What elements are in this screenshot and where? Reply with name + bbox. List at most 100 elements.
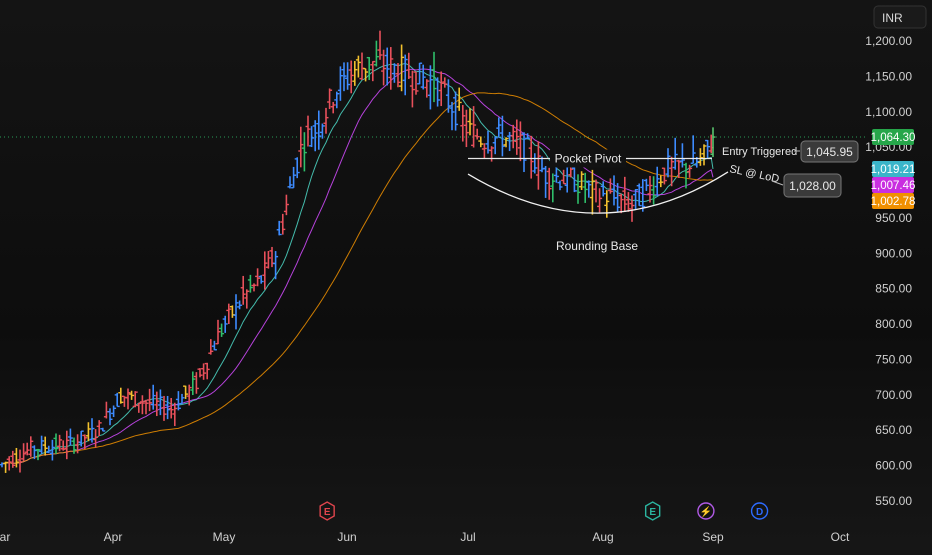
price-bar [435,77,441,107]
y-tick-label: 800.00 [875,317,912,331]
price-bar [507,131,513,152]
price-bar [125,388,131,410]
price-bar [96,420,102,436]
price-bar [341,62,347,92]
price-bar [251,283,257,292]
price-bar [557,180,563,191]
price-bar [701,144,707,166]
price-bar [370,60,376,82]
price-bar [561,169,567,185]
price-bar [100,427,106,432]
price-bar [348,60,354,94]
price-bar [373,40,379,67]
currency-box[interactable] [873,5,927,29]
price-bar [424,79,430,98]
price-bar [103,401,109,419]
price-bar [323,107,329,134]
x-tick-label: Aug [592,530,613,544]
price-bar [85,422,91,442]
y-tick-label: 1,150.00 [865,69,912,83]
y-tick-label: 650.00 [875,423,912,437]
price-bar [525,133,531,140]
price-bar [582,172,588,203]
price-bar [496,117,502,138]
rounding-base-arc [467,171,729,214]
price-badge-label: 1,007.46 [871,180,916,192]
price-bar [262,251,268,290]
price-bar [597,188,603,213]
svg-text:⚡: ⚡ [700,505,712,518]
entry-price-value: 1,045.95 [806,145,853,159]
price-bar [42,436,48,456]
price-bar [334,91,340,109]
price-bar [474,128,480,140]
price-bar [280,213,286,235]
price-bar [49,439,55,461]
price-bar [168,397,174,419]
svg-text:E: E [324,507,331,518]
price-bar [417,62,423,85]
price-bar [316,110,322,150]
price-bar [197,368,203,378]
price-bar [172,402,178,427]
price-bar [427,65,433,110]
price-bar [517,121,523,162]
price-bar [283,194,289,216]
price-bar [618,193,624,214]
price-bar [204,362,210,380]
entry-price-box[interactable] [800,140,859,163]
price-bar [654,166,660,197]
price-bar [201,363,207,380]
y-tick-label: 700.00 [875,388,912,402]
y-tick-label: 850.00 [875,282,912,296]
price-bar [78,430,84,447]
price-bar [165,395,171,420]
y-tick-label: 600.00 [875,459,912,473]
price-bar [161,395,167,421]
price-bar [431,51,437,103]
price-bar [471,106,477,148]
price-bar [82,434,88,450]
rounding-base-label: Rounding Base [556,239,638,253]
price-bar [377,30,383,60]
x-tick-label: Mar [0,530,10,544]
split-event-icon[interactable]: ⚡ [697,502,715,520]
price-bar [355,55,361,78]
price-bar [438,71,444,107]
price-bar [139,395,145,415]
price-bar [409,70,415,108]
price-bar [219,323,225,337]
price-bar [190,371,196,396]
price-badge-label: 1,019.21 [871,164,916,176]
moving-average-line [1,68,714,465]
price-bar [309,126,315,148]
price-bar [13,447,19,468]
price-bar [17,449,23,473]
price-bar [114,392,120,408]
price-bar [388,47,394,90]
earnings-event-icon[interactable]: E [319,501,335,521]
price-bar [611,175,617,206]
y-tick-label: 900.00 [875,246,912,260]
price-bar [395,63,401,88]
price-bar [229,305,235,318]
price-bar [147,388,153,412]
price-bar [226,303,232,325]
price-bar [244,289,250,309]
price-bar [129,390,135,400]
price-badge-label: 1,002.78 [871,196,916,208]
y-tick-label: 950.00 [875,211,912,225]
dividend-event-icon[interactable]: D [750,502,769,520]
price-bar [622,176,628,212]
price-bar [589,169,595,215]
price-bar [402,54,408,96]
earnings-event-icon[interactable]: E [644,501,661,521]
x-tick-label: Oct [831,530,850,544]
stop-loss-price-box[interactable] [783,173,842,198]
y-tick-label: 1,100.00 [865,105,912,119]
price-bar [183,385,189,399]
price-bar [600,181,606,197]
price-bar [89,418,95,443]
